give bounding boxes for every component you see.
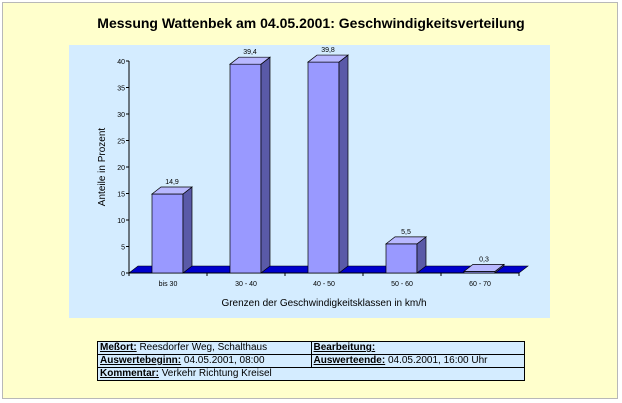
bar-top [462,264,506,272]
x-axis-title: Grenzen der Geschwindigkeitsklassen in k… [221,298,426,309]
y-tick-label: 10 [117,218,125,225]
bar-data-label: 14,9 [165,179,179,186]
info-cell-beginn: Auswertebeginn: 04.05.2001, 08:00 [97,354,312,368]
bar-data-label: 0,3 [479,256,489,263]
y-tick-label: 15 [117,192,125,199]
bar-side [338,54,349,274]
y-tick-label: 5 [121,245,125,252]
y-tick-label: 30 [117,112,125,119]
bar-side [182,186,193,274]
x-category-label: 50 - 60 [391,281,413,288]
measurement-info-table: Meßort: Reesdorfer Weg, Schalthaus Bearb… [97,341,525,381]
auswertebeginn-value: 04.05.2001, 08:00 [183,355,265,367]
y-tick-label: 20 [117,165,125,172]
x-category-label: 60 - 70 [469,281,491,288]
messort-label: Meßort: [100,342,137,354]
kommentar-value: Verkehr Richtung Kreisel [161,368,272,380]
x-category-label: 30 - 40 [235,281,257,288]
bar-top [306,54,350,63]
y-tick-label: 35 [117,86,125,93]
auswerteende-label: Auswerteende: [313,355,386,367]
bar-data-label: 39,8 [321,47,335,54]
plot-area: 0 5 10 15 20 25 30 35 40 14,9 39,4 39,8 5,5 0,3 bis 30… [69,45,550,318]
table-row: Meßort: Reesdorfer Weg, Schalthaus Bearb… [97,341,525,355]
info-cell-bearbeitung: Bearbeitung: [310,341,525,355]
bar-data-label: 39,4 [243,49,257,56]
bar-front [385,243,418,274]
table-row: Kommentar: Verkehr Richtung Kreisel [97,367,525,381]
bar-top [384,236,428,245]
info-cell-kommentar: Kommentar: Verkehr Richtung Kreisel [97,367,525,381]
bar-front [151,193,184,274]
x-category-label: 40 - 50 [313,281,335,288]
bar-data-label: 5,5 [401,229,411,236]
messort-value: Reesdorfer Weg, Schalthaus [139,342,268,354]
bar-front [229,63,262,274]
bar-top [228,56,272,65]
info-cell-ende: Auswerteende: 04.05.2001, 16:00 Uhr [310,354,525,368]
y-tick-label: 25 [117,139,125,146]
bearbeitung-label: Bearbeitung: [313,342,376,354]
bar-side [260,56,271,274]
bar-chart: 0 5 10 15 20 25 30 35 40 14,9 39,4 39,8 5,5 0,3 bis 30… [97,47,529,309]
table-row: Auswertebeginn: 04.05.2001, 08:00 Auswer… [97,354,525,368]
bar-top [150,186,194,195]
auswertebeginn-label: Auswertebeginn: [100,355,182,367]
y-axis-title: Anteile in Prozent [97,128,108,207]
y-tick-label: 0 [121,271,125,278]
x-category-label: bis 30 [159,281,178,288]
info-cell-messort: Meßort: Reesdorfer Weg, Schalthaus [97,341,312,355]
kommentar-label: Kommentar: [100,368,159,380]
auswerteende-value: 04.05.2001, 16:00 Uhr [387,355,488,367]
chart-title: Messung Wattenbek am 04.05.2001: Geschwi… [97,15,525,31]
y-tick-label: 40 [117,59,125,66]
bar-front [307,61,340,274]
